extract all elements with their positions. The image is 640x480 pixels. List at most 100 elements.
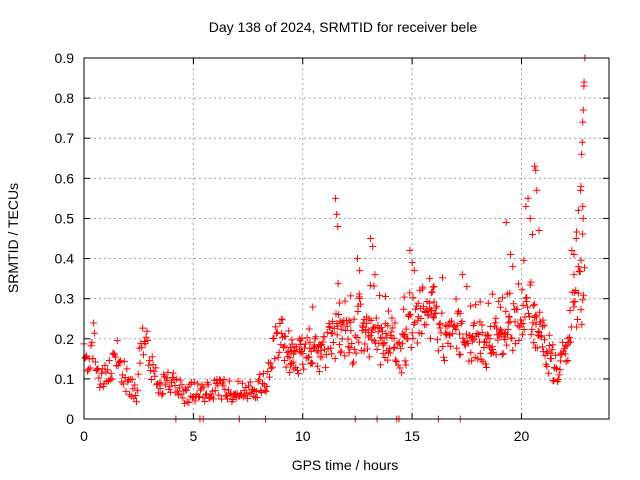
data-point (174, 387, 182, 395)
data-point (529, 319, 537, 327)
data-point (219, 381, 227, 389)
data-point (323, 328, 331, 336)
data-point (412, 305, 420, 313)
data-point (161, 381, 169, 389)
data-point (550, 376, 558, 384)
data-point (441, 329, 449, 337)
data-point (517, 316, 525, 324)
data-point (473, 330, 481, 338)
data-point (134, 370, 142, 378)
data-point (156, 385, 164, 393)
data-point (328, 350, 336, 358)
data-point (353, 333, 361, 341)
data-point (256, 371, 264, 379)
data-point (143, 327, 151, 335)
data-point (128, 376, 136, 384)
data-point (82, 353, 90, 361)
data-point (262, 387, 270, 395)
data-point (529, 302, 537, 310)
data-point (388, 314, 396, 322)
data-point (470, 319, 478, 327)
data-point (152, 364, 160, 372)
data-point (207, 390, 215, 398)
data-point (285, 327, 293, 335)
data-point (515, 337, 523, 345)
data-point (436, 324, 444, 332)
data-point (308, 359, 316, 367)
data-point (408, 329, 416, 337)
data-point (286, 354, 294, 362)
data-point (452, 295, 460, 303)
data-point (239, 393, 247, 401)
data-point (579, 106, 587, 114)
data-point (334, 322, 342, 330)
data-point (287, 360, 295, 368)
data-point (112, 353, 119, 361)
data-point (173, 375, 181, 383)
data-point (430, 283, 438, 291)
data-point (562, 358, 570, 366)
data-point (579, 214, 587, 222)
data-point (333, 210, 341, 218)
data-point (445, 321, 453, 329)
data-point (422, 321, 430, 329)
data-point (217, 395, 225, 403)
data-point (331, 355, 339, 363)
data-point (549, 341, 557, 349)
data-point (577, 306, 585, 314)
x-tick-label: 10 (295, 428, 311, 444)
data-point (352, 349, 360, 357)
data-point (259, 370, 267, 378)
data-point (200, 383, 208, 391)
data-point (210, 395, 217, 403)
data-point (397, 345, 405, 353)
x-tick-label: 20 (514, 428, 530, 444)
data-point (532, 320, 540, 328)
data-point (336, 349, 344, 357)
data-point (578, 320, 586, 328)
data-point (189, 393, 196, 401)
data-point (350, 358, 357, 366)
y-tick-labels: 0 0.1 0.2 0.3 0.4 0.5 0.6 0.7 0.8 0.9 (55, 50, 75, 427)
data-point (326, 323, 334, 331)
data-point (493, 324, 501, 332)
data-point (297, 340, 305, 348)
data-point (462, 330, 470, 338)
data-point (540, 321, 548, 329)
data-point (520, 326, 528, 334)
data-point (114, 362, 122, 370)
data-point (390, 334, 398, 342)
data-point (562, 342, 570, 350)
data-point (409, 334, 417, 342)
data-point (484, 299, 492, 307)
data-point (320, 333, 328, 341)
data-point (532, 313, 540, 321)
data-point (275, 348, 283, 356)
data-point (90, 319, 98, 327)
x-tick-label: 0 (80, 428, 88, 444)
data-point (501, 335, 509, 343)
data-point (343, 322, 351, 330)
data-point (150, 367, 158, 375)
data-point (428, 288, 436, 296)
data-point (515, 280, 523, 288)
data-point (570, 251, 578, 259)
data-point (196, 393, 203, 401)
data-point (339, 321, 347, 329)
data-point (133, 386, 141, 394)
data-point (332, 194, 340, 202)
data-point (497, 326, 504, 334)
data-point (572, 235, 580, 242)
data-point (458, 271, 466, 279)
data-point (317, 347, 325, 355)
data-point (398, 369, 406, 377)
data-point (580, 78, 588, 86)
data-point (516, 323, 524, 331)
data-point (579, 118, 587, 126)
x-axis-label: GPS time / hours (292, 457, 399, 473)
data-point (438, 309, 446, 317)
data-point (478, 329, 486, 337)
data-point (392, 356, 399, 364)
data-point (350, 345, 358, 353)
data-point (229, 395, 237, 403)
